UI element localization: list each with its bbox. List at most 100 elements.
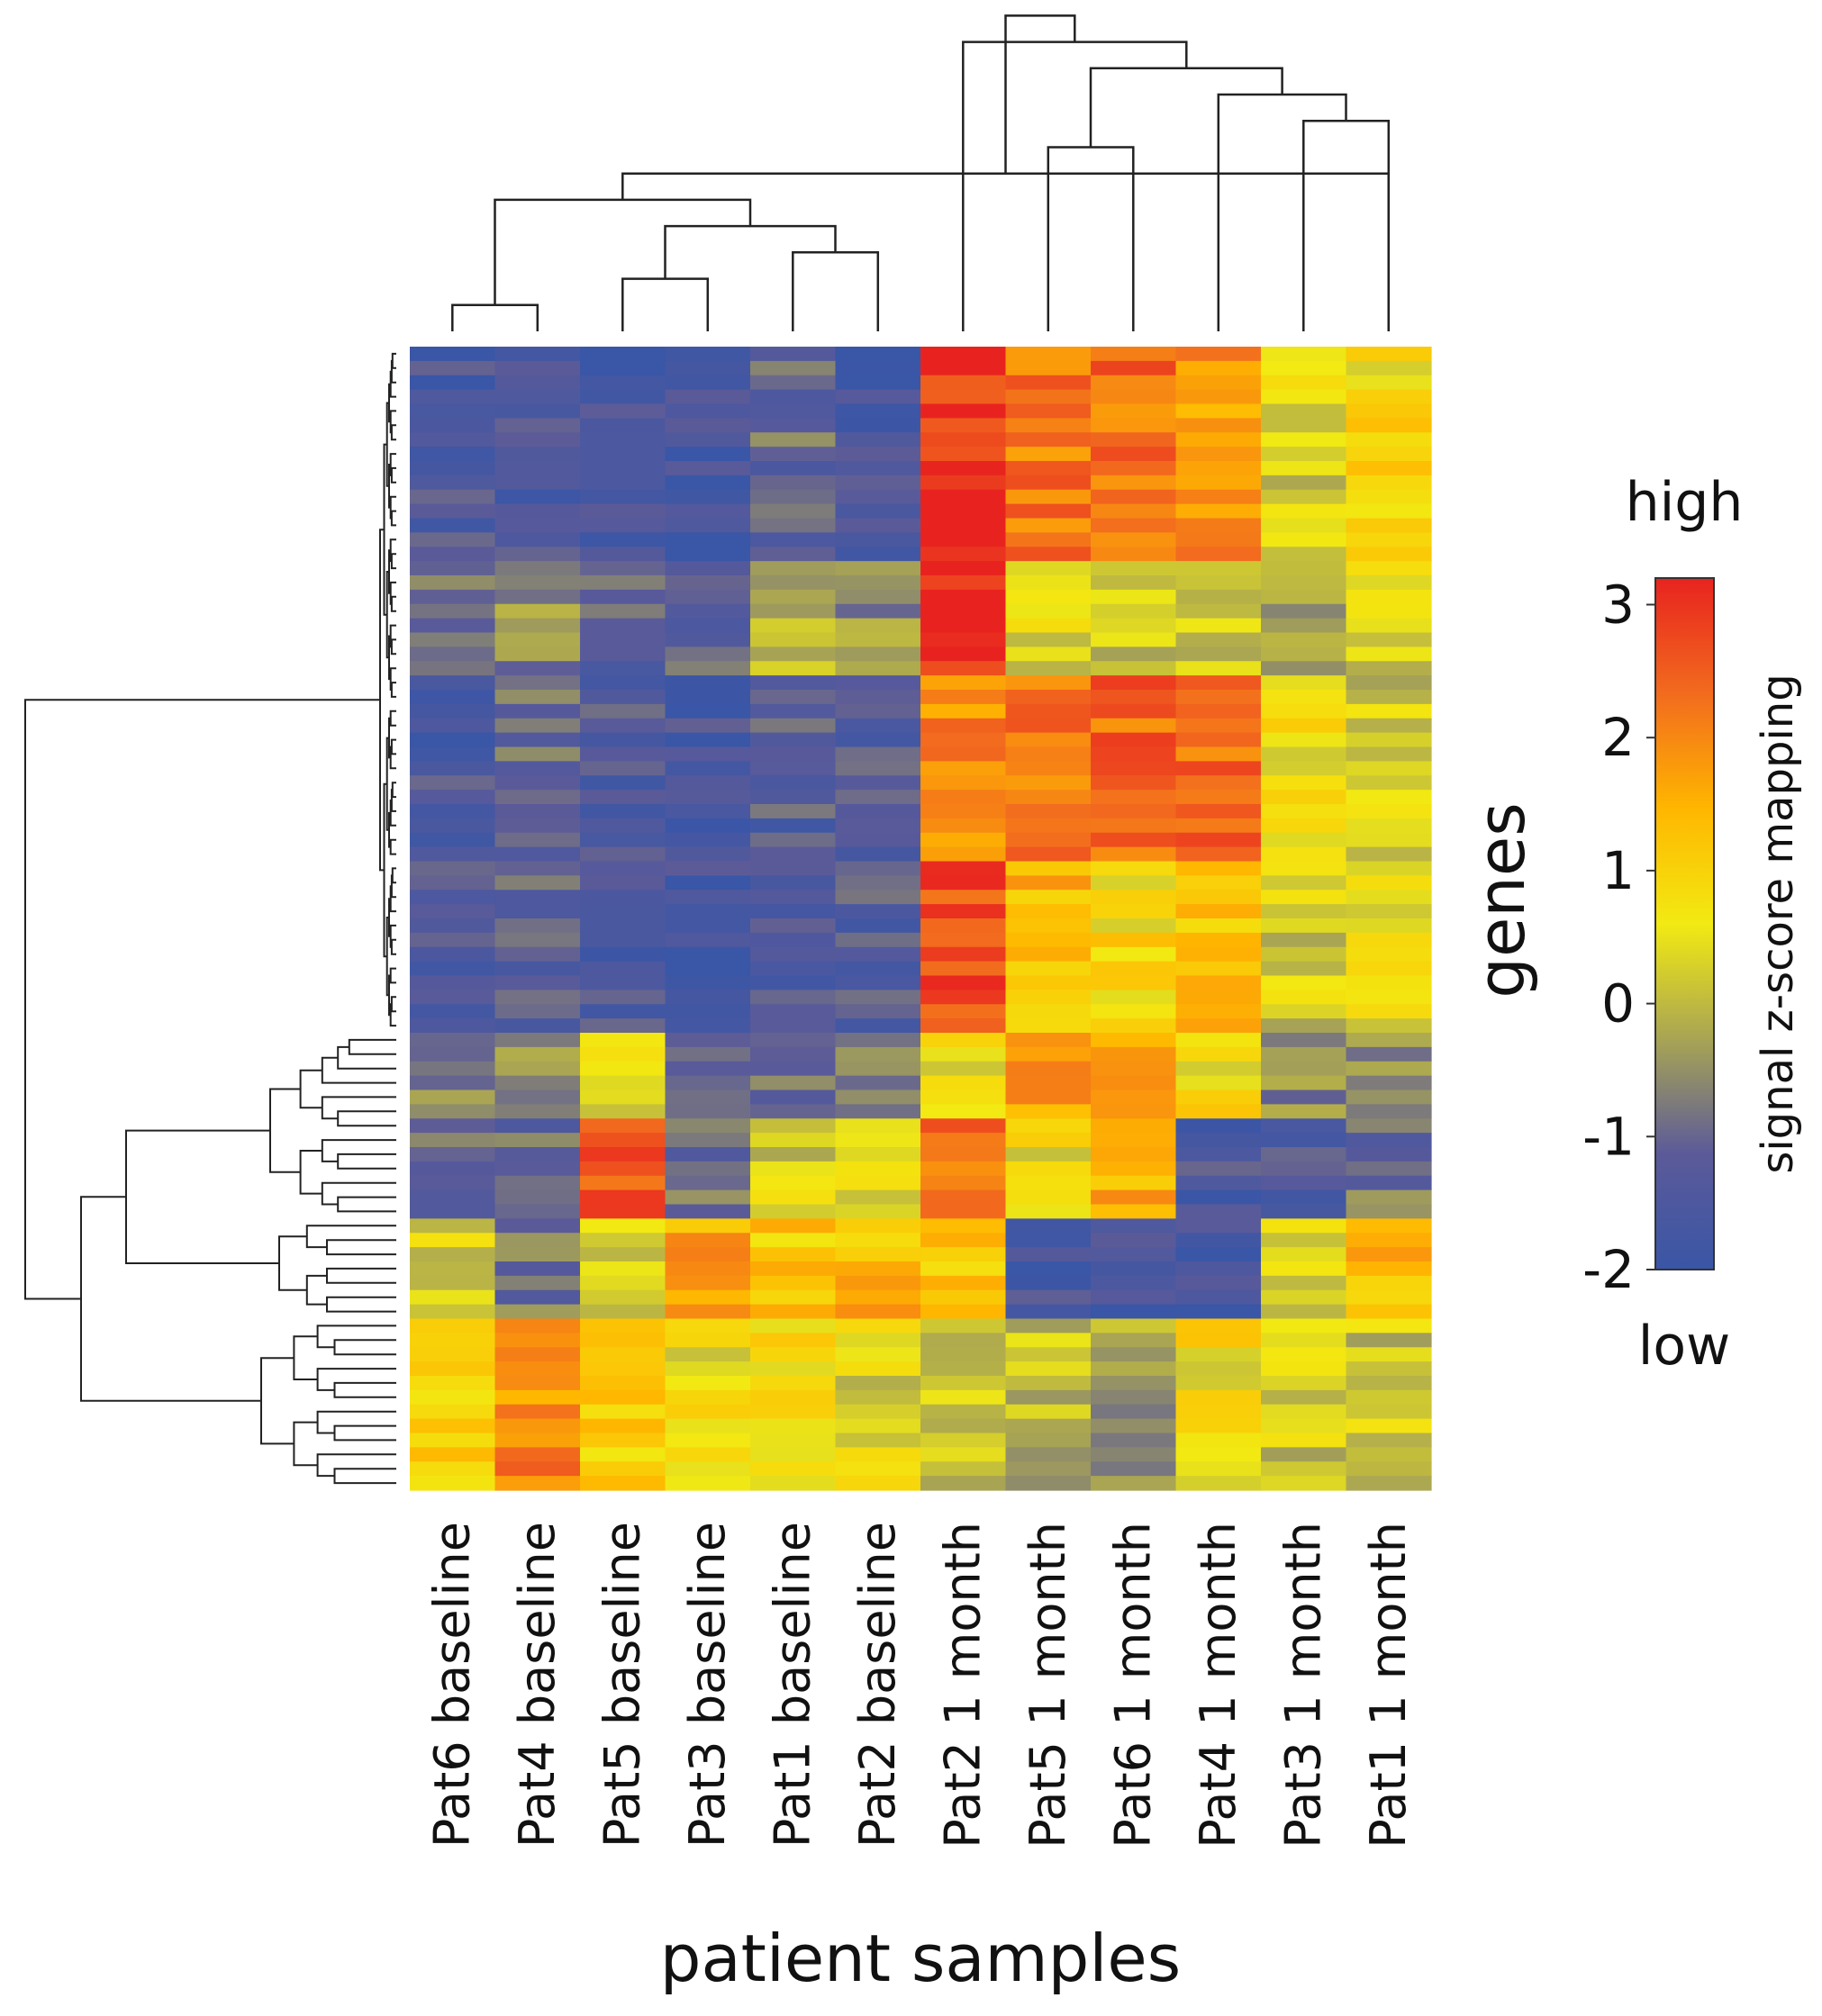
heatmap-cell [1261,646,1347,662]
heatmap-cell [665,1061,751,1077]
heatmap-cell [1346,1118,1432,1134]
dendrogram-branch [278,1235,307,1291]
heatmap-cell [835,375,921,391]
heatmap-cell [835,946,921,963]
heatmap-cell [1261,932,1347,948]
heatmap-cell [494,1018,581,1034]
heatmap-cell [580,703,666,719]
heatmap-cell [494,1118,581,1134]
heatmap-cell [580,347,666,362]
heatmap-cell [1261,861,1347,876]
heatmap-cell [580,1433,666,1448]
heatmap-cell [1261,1046,1347,1062]
heatmap-cell [835,532,921,547]
heatmap-cell [1091,403,1177,419]
heatmap-cell [494,1147,581,1162]
heatmap-cell [1091,1204,1177,1219]
heatmap-cell [665,661,751,676]
heatmap-cell [920,875,1007,890]
heatmap-cell [1261,661,1347,676]
heatmap-cell [1175,818,1262,834]
heatmap-cell [494,861,581,876]
heatmap-cell [580,832,666,848]
heatmap-cell [835,1118,921,1134]
heatmap-cell [1261,1104,1347,1119]
heatmap-cell [1346,846,1432,863]
heatmap-cell [1091,1104,1177,1119]
heatmap-cell [665,675,751,691]
colorbar-low-label: low [1638,1315,1730,1378]
heatmap-cell [410,1261,496,1277]
dendrogram-branch [389,538,396,563]
heatmap-cell [1005,1333,1092,1348]
heatmap-cell [750,1233,837,1248]
heatmap-cell [1261,518,1347,533]
heatmap-cell [1175,1433,1262,1448]
heatmap-cell [1261,1018,1347,1034]
heatmap-cell [410,746,496,762]
heatmap-cell [920,389,1007,405]
heatmap-cell [580,761,666,776]
heatmap-cell [1175,1161,1262,1177]
heatmap-cell [1091,1147,1177,1162]
heatmap-cell [410,1046,496,1062]
heatmap-cell [920,1433,1007,1448]
dendrogram-branch [390,553,396,570]
dendrogram-branch [390,359,396,384]
heatmap-cell [580,1218,666,1234]
heatmap-cell [835,1089,921,1105]
heatmap-cell [1091,732,1177,748]
heatmap-cell [750,1418,837,1434]
heatmap-cell [750,475,837,491]
heatmap-cell [494,1061,581,1077]
heatmap-cell [665,432,751,447]
heatmap-cell [1175,990,1262,1005]
heatmap-cell [580,1089,666,1105]
heatmap-cell [750,561,837,576]
dendrogram-branch [389,1003,396,1027]
heatmap-cell [835,475,921,491]
heatmap-cell [494,946,581,963]
heatmap-cell [750,1089,837,1105]
heatmap-cell [1175,347,1262,362]
heatmap-cell [920,632,1007,647]
heatmap-cell [410,703,496,719]
heatmap-cell [410,1418,496,1434]
heatmap-cell [1261,1376,1347,1391]
heatmap-cell [1175,661,1262,676]
heatmap-cell [1175,775,1262,791]
heatmap-cell [1005,618,1092,634]
heatmap-cell [1346,475,1432,491]
heatmap-cell [410,489,496,505]
heatmap-cell [410,375,496,391]
heatmap-cell [1346,1204,1432,1219]
heatmap-cell [410,890,496,905]
dendrogram-branch [389,453,396,476]
heatmap-cell [1261,890,1347,905]
heatmap-cell [835,518,921,533]
heatmap-cell [1005,1089,1092,1105]
heatmap-cell [665,547,751,562]
heatmap-cell [665,518,751,533]
heatmap-cell [1005,932,1092,948]
heatmap-cell [1261,918,1347,934]
heatmap-cell [410,589,496,605]
heatmap-cell [750,461,837,476]
heatmap-cell [580,718,666,734]
heatmap-cell [410,1476,496,1491]
heatmap-cell [920,418,1007,433]
heatmap-cell [580,732,666,748]
dendrogram-branch [348,1038,396,1055]
heatmap-cell [750,661,837,676]
heatmap-cell [920,932,1007,948]
heatmap-cell [1175,790,1262,805]
heatmap-cell [665,347,751,362]
heatmap-cell [1261,632,1347,647]
dendrogram-branch [1004,14,1076,174]
heatmap-cell [580,675,666,691]
dendrogram-branch [391,867,396,884]
heatmap-cell [665,918,751,934]
heatmap-cell [1005,732,1092,748]
heatmap-cell [665,1147,751,1162]
heatmap-cell [410,732,496,748]
